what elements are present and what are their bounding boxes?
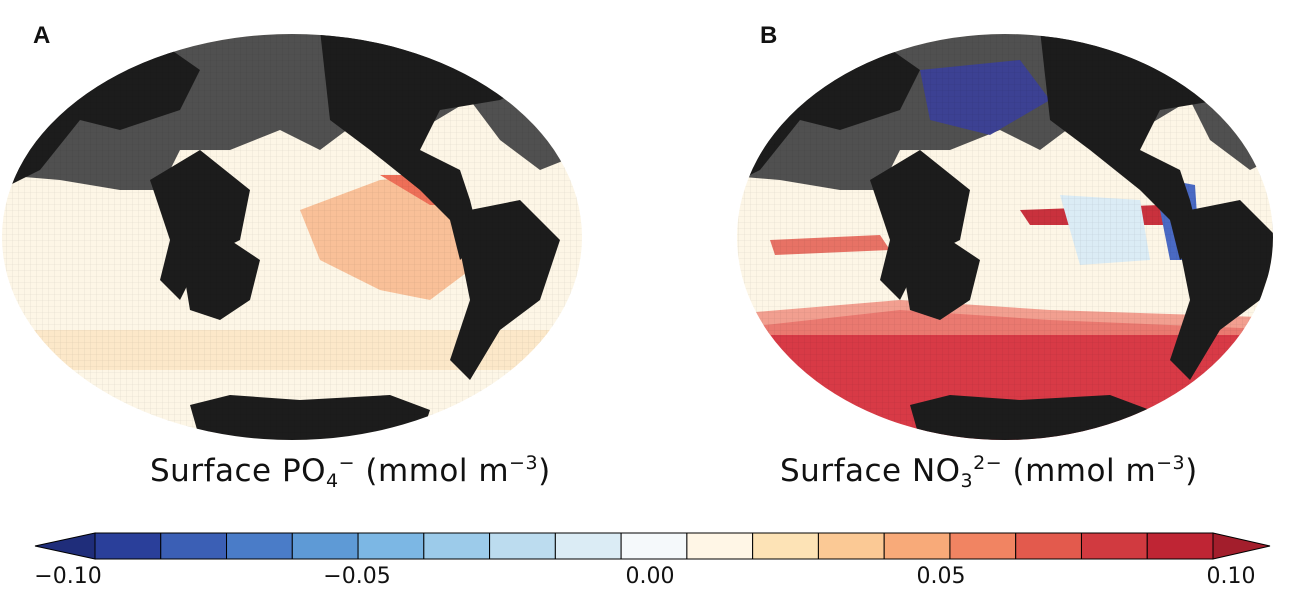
colorbar-segment: [291, 532, 359, 560]
panel-a-caption: Surface PO4− (mmol m−3): [150, 452, 551, 492]
colorbar-segment: [94, 532, 162, 560]
colorbar-segment: [554, 532, 622, 560]
maps-svg: [2, 34, 1273, 440]
caption-a-unit: (mmol m: [365, 453, 510, 489]
caption-b-unit-sup: −3: [1156, 452, 1186, 474]
colorbar-segment: [1080, 532, 1148, 560]
colorbar-segment: [357, 532, 425, 560]
colorbar-segment: [686, 532, 754, 560]
colorbar-segment: [883, 532, 951, 560]
panel-b-caption: Surface NO32− (mmol m−3): [780, 452, 1198, 492]
caption-a-unit-sup: −3: [509, 452, 539, 474]
colorbar-segment: [489, 532, 556, 560]
caption-b-sup: 2−: [973, 452, 1003, 474]
caption-a-sup: −: [338, 452, 356, 474]
caption-b-unit: (mmol m: [1012, 453, 1157, 489]
colorbar-left-arrow: [34, 532, 96, 560]
colorbar-segment: [817, 532, 885, 560]
colorbar-tick-label: 0.00: [625, 564, 675, 589]
colorbar-segment: [226, 532, 293, 560]
caption-a-unit-close: ): [538, 453, 551, 489]
colorbar-segment: [1015, 532, 1082, 560]
caption-b-sub: 3: [960, 470, 974, 492]
caption-a-sub: 4: [326, 470, 339, 492]
caption-b-prefix: Surface NO: [780, 453, 961, 489]
colorbar-segment: [160, 532, 228, 560]
colorbar-tick-label: 0.10: [1206, 564, 1256, 589]
colorbar-right-arrow: [1212, 532, 1271, 560]
colorbar-segment: [949, 532, 1017, 560]
map-a: [2, 34, 582, 440]
colorbar-tick-label: −0.10: [34, 564, 102, 589]
colorbar-tick-label: 0.05: [916, 564, 966, 589]
colorbar-segment: [620, 532, 688, 560]
colorbar-segment: [752, 532, 819, 560]
caption-a-prefix: Surface PO: [150, 453, 327, 489]
panel-b-label: B: [760, 22, 778, 49]
colorbar-segment: [423, 532, 491, 560]
colorbar-segment: [1146, 532, 1214, 560]
colorbar-tick-label: −0.05: [323, 564, 391, 589]
caption-b-unit-close: ): [1185, 453, 1198, 489]
panel-a-label: A: [33, 22, 51, 49]
